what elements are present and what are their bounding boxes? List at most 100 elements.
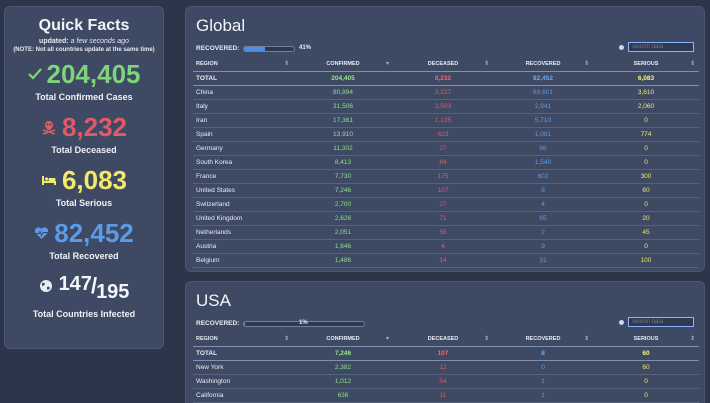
cell-region: China — [193, 85, 293, 100]
sort-icon[interactable]: ⇕ — [283, 61, 289, 67]
cell-region: Italy — [193, 99, 293, 114]
sort-icon[interactable]: ⇕ — [483, 61, 489, 67]
table-row[interactable]: Belgium 1,486 14 31 100 — [193, 253, 699, 268]
usa-recovered-percent: 1% — [299, 320, 308, 326]
cell-serious: 0 — [593, 388, 699, 403]
cell-deceased: 54 — [393, 374, 493, 389]
cell-serious: 60 — [593, 346, 699, 361]
sort-desc-icon[interactable]: ▾ — [385, 336, 389, 342]
cell-serious: 3,610 — [593, 85, 699, 100]
cell-deceased: 4 — [393, 239, 493, 254]
table-row[interactable]: Austria 1,646 4 9 0 — [193, 239, 699, 254]
stat-serious: 6,083 Total Serious — [5, 167, 163, 208]
sort-icon[interactable]: ⇕ — [689, 61, 695, 67]
cell-serious: 300 — [593, 169, 699, 184]
column-header-recovered[interactable]: RECOVERED ⇕ — [493, 332, 593, 347]
cell-confirmed: 7,246 — [293, 346, 393, 361]
sort-icon[interactable]: ⇕ — [583, 61, 589, 67]
table-row[interactable]: New York 2,382 12 0 60 — [193, 360, 699, 375]
cell-region: California — [193, 388, 293, 403]
globe-icon — [39, 279, 53, 293]
cell-region: Austria — [193, 239, 293, 254]
table-total-row[interactable]: TOTAL 204,405 8,232 82,452 6,083 — [193, 71, 699, 86]
sort-desc-icon[interactable]: ▾ — [385, 61, 389, 67]
cell-recovered: 65 — [493, 211, 593, 226]
cell-confirmed: 7,730 — [293, 169, 393, 184]
table-row[interactable]: Italy 31,506 2,503 2,941 2,060 — [193, 99, 699, 114]
cell-recovered: 1 — [493, 374, 593, 389]
search-icon — [619, 320, 624, 325]
usa-title: USA — [196, 291, 231, 310]
cell-deceased: 107 — [393, 183, 493, 198]
sort-icon[interactable]: ⇕ — [283, 336, 289, 342]
usa-search-input[interactable] — [628, 317, 694, 327]
checkmark-icon — [27, 68, 42, 80]
usa-table: REGION ⇕ CONFIRMED ▾ DECEASED ⇕ RECOVERED ⇕ … — [193, 332, 699, 403]
cell-region: Spain — [193, 127, 293, 142]
column-header-region[interactable]: REGION ⇕ — [193, 57, 293, 72]
cell-region: TOTAL — [193, 71, 293, 86]
cell-recovered: 31 — [493, 253, 593, 268]
table-row[interactable]: South Korea 8,413 84 1,540 0 — [193, 155, 699, 170]
table-row[interactable]: United States 7,246 107 8 60 — [193, 183, 699, 198]
table-row[interactable]: Switzerland 2,700 27 4 0 — [193, 197, 699, 212]
column-header-recovered[interactable]: RECOVERED ⇕ — [493, 57, 593, 72]
cell-recovered: 2 — [493, 225, 593, 240]
column-header-serious[interactable]: SERIOUS ⇕ — [593, 332, 699, 347]
cell-deceased: 27 — [393, 141, 493, 156]
usa-recovered-fill — [244, 322, 246, 326]
table-total-row[interactable]: TOTAL 7,246 107 8 60 — [193, 346, 699, 361]
column-header-serious[interactable]: SERIOUS ⇕ — [593, 57, 699, 72]
table-row[interactable]: California 636 11 1 0 — [193, 388, 699, 403]
cell-confirmed: 1,012 — [293, 374, 393, 389]
cell-serious: 45 — [593, 225, 699, 240]
quick-facts-title: Quick Facts — [38, 17, 130, 34]
stat-deceased: 8,232 Total Deceased — [5, 114, 163, 155]
usa-table-body: TOTAL 7,246 107 8 60 New York 2,382 12 0 60 Washin… — [193, 346, 699, 403]
global-table: REGION ⇕ CONFIRMED ▾ DECEASED ⇕ RECOVERED ⇕ … — [193, 57, 699, 268]
serious-value: 6,083 — [61, 165, 128, 195]
table-row[interactable]: United Kingdom 2,626 71 65 20 — [193, 211, 699, 226]
cell-deceased: 84 — [393, 155, 493, 170]
sort-icon[interactable]: ⇕ — [483, 336, 489, 342]
column-header-deceased[interactable]: DECEASED ⇕ — [393, 332, 493, 347]
cell-confirmed: 2,626 — [293, 211, 393, 226]
cell-confirmed: 11,302 — [293, 141, 393, 156]
table-row[interactable]: China 80,894 3,237 69,601 3,610 — [193, 85, 699, 100]
stat-confirmed: 204,405 Total Confirmed Cases — [5, 61, 163, 102]
cell-region: Netherlands — [193, 225, 293, 240]
cell-deceased: 623 — [393, 127, 493, 142]
deceased-value: 8,232 — [61, 112, 128, 142]
cell-serious: 60 — [593, 360, 699, 375]
cell-confirmed: 8,413 — [293, 155, 393, 170]
skull-crossbones-icon — [41, 119, 57, 135]
table-row[interactable]: Netherlands 2,051 58 2 45 — [193, 225, 699, 240]
column-header-region[interactable]: REGION ⇕ — [193, 332, 293, 347]
sort-icon[interactable]: ⇕ — [583, 336, 589, 342]
table-row[interactable]: Washington 1,012 54 1 0 — [193, 374, 699, 389]
countries-infected-label: Total Countries Infected — [32, 309, 136, 319]
confirmed-value: 204,405 — [46, 59, 141, 89]
sort-icon[interactable]: ⇕ — [689, 336, 695, 342]
column-header-confirmed[interactable]: CONFIRMED ▾ — [293, 57, 393, 72]
cell-confirmed: 7,246 — [293, 183, 393, 198]
cell-confirmed: 1,486 — [293, 253, 393, 268]
cell-region: Switzerland — [193, 197, 293, 212]
bed-icon — [41, 174, 57, 186]
global-recovered-fill — [244, 47, 265, 51]
cell-serious: 60 — [593, 183, 699, 198]
cell-serious: 0 — [593, 239, 699, 254]
table-row[interactable]: France 7,730 175 602 300 — [193, 169, 699, 184]
table-row[interactable]: Spain 13,910 623 1,081 774 — [193, 127, 699, 142]
cell-recovered: 1,081 — [493, 127, 593, 142]
cell-confirmed: 80,894 — [293, 85, 393, 100]
table-row[interactable]: Germany 11,302 27 66 0 — [193, 141, 699, 156]
cell-region: New York — [193, 360, 293, 375]
cell-serious: 2,060 — [593, 99, 699, 114]
cell-region: South Korea — [193, 155, 293, 170]
column-header-deceased[interactable]: DECEASED ⇕ — [393, 57, 493, 72]
column-header-confirmed[interactable]: CONFIRMED ▾ — [293, 332, 393, 347]
global-search-input[interactable] — [628, 42, 694, 52]
table-row[interactable]: Iran 17,361 1,135 5,710 0 — [193, 113, 699, 128]
recovered-label: Total Recovered — [49, 251, 119, 261]
